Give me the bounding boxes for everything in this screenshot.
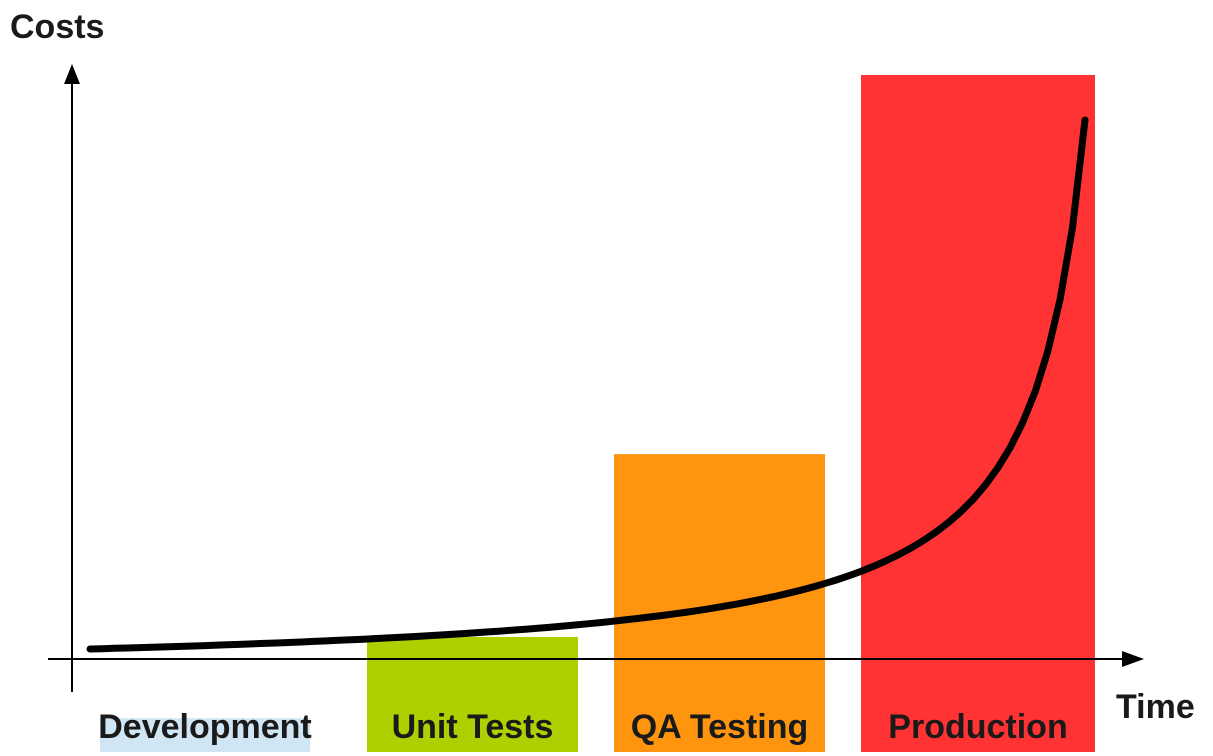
bar-qa-testing: [614, 454, 825, 752]
x-axis-title: Time: [1116, 688, 1195, 726]
category-label-production: Production: [888, 708, 1067, 746]
category-label-unit-tests: Unit Tests: [392, 708, 554, 746]
x-axis-arrow: [1122, 651, 1144, 667]
category-labels-group: Development Unit Tests QA Testing Productio…: [98, 708, 1067, 746]
bars-group: [100, 75, 1095, 752]
bar-production: [861, 75, 1095, 752]
y-axis-title: Costs: [10, 8, 104, 46]
cost-curve: [86, 116, 1089, 653]
bar-development: [100, 718, 310, 752]
bar-unit-tests: [367, 636, 578, 752]
category-label-qa-testing: QA Testing: [631, 708, 809, 746]
y-axis-arrow: [64, 64, 80, 84]
category-label-development: Development: [98, 708, 312, 746]
